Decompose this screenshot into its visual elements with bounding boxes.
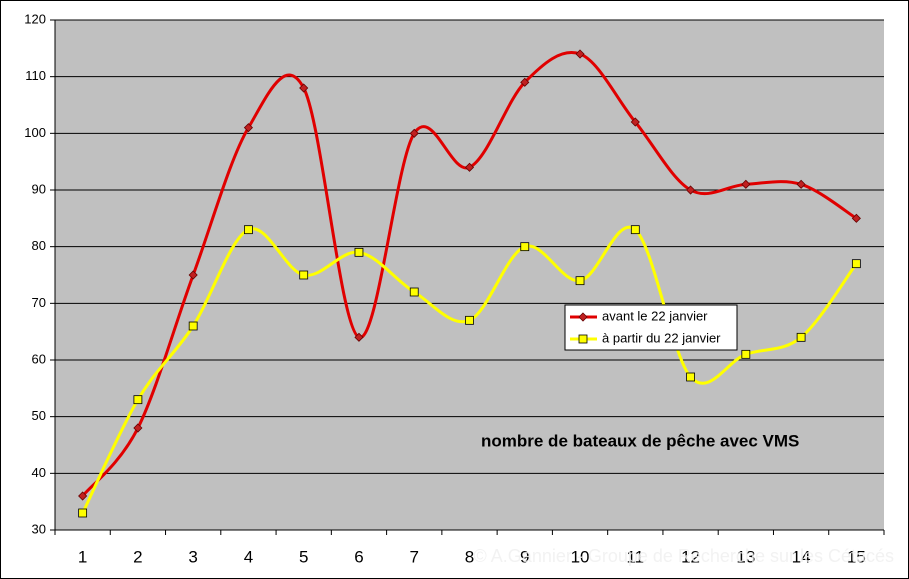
point <box>686 372 695 382</box>
point <box>686 185 696 195</box>
y-tick-label: 110 <box>25 68 46 83</box>
x-tick-label: 3 <box>188 547 197 566</box>
x-tick-label: 15 <box>847 547 866 566</box>
point <box>188 321 198 331</box>
legend-label: à partir du 22 janvier <box>602 330 721 345</box>
point <box>133 395 143 405</box>
y-tick-label: 80 <box>32 238 46 253</box>
point <box>851 259 861 269</box>
point <box>741 349 751 359</box>
legend-label: avant le 22 janvier <box>602 308 708 323</box>
x-tick-label: 13 <box>736 547 755 566</box>
point <box>464 162 475 172</box>
point <box>243 123 253 133</box>
watermark: © A.Gannier - Groupe de Recherche sur le… <box>474 546 894 566</box>
point <box>575 49 585 59</box>
y-tick-label: 40 <box>32 465 46 480</box>
point <box>299 270 309 280</box>
point <box>520 77 530 87</box>
y-tick-label: 90 <box>32 181 46 196</box>
y-tick-label: 100 <box>24 125 46 140</box>
x-tick-label: 11 <box>626 547 644 566</box>
legend-marker <box>578 312 588 322</box>
point <box>354 247 364 257</box>
plot-background <box>55 20 884 530</box>
point <box>575 276 585 286</box>
x-tick-label: 14 <box>792 547 811 566</box>
annotation: nombre de bateaux de pêche avec VMS <box>481 431 799 450</box>
legend-marker <box>578 334 588 344</box>
point <box>630 225 640 235</box>
point <box>409 287 419 297</box>
x-tick-label: 4 <box>244 547 253 566</box>
point <box>78 491 88 501</box>
point <box>133 423 143 433</box>
x-tick-label: 8 <box>465 547 474 566</box>
point <box>796 332 806 342</box>
x-tick-label: 2 <box>133 547 142 566</box>
point <box>520 242 530 252</box>
x-tick-label: 5 <box>299 547 308 566</box>
y-tick-label: 70 <box>32 295 46 310</box>
y-tick-label: 120 <box>24 11 46 26</box>
point <box>354 332 364 342</box>
point <box>741 179 751 189</box>
point <box>465 315 474 325</box>
x-tick-label: 9 <box>520 547 529 566</box>
y-tick-label: 50 <box>32 408 46 423</box>
x-tick-label: 10 <box>571 547 590 566</box>
point <box>409 128 419 138</box>
x-tick-label: 6 <box>354 547 363 566</box>
point <box>796 179 806 189</box>
y-tick-label: 30 <box>32 521 46 536</box>
point <box>630 117 640 127</box>
point <box>851 213 861 223</box>
x-tick-label: 12 <box>681 547 700 566</box>
x-tick-label: 7 <box>409 547 418 566</box>
y-tick-label: 60 <box>32 351 46 366</box>
x-tick-label: 1 <box>78 547 87 566</box>
point <box>188 270 198 280</box>
point <box>78 508 88 518</box>
point <box>299 83 309 93</box>
point <box>244 225 253 235</box>
legend <box>564 304 738 351</box>
